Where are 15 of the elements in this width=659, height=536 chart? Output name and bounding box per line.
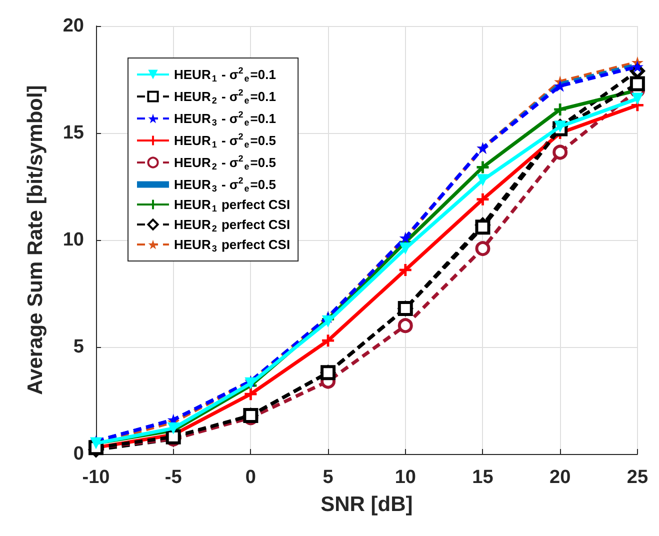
y-tick-label: 5 (73, 336, 84, 358)
x-tick-label: 5 (322, 467, 334, 488)
y-tick-label: 20 (62, 16, 84, 36)
y-tick-label: 10 (62, 230, 84, 250)
y-axis-title: Average Sum Rate [bit/symbol] (24, 85, 47, 395)
x-tick-label: -10 (82, 467, 110, 488)
x-tick-label: 20 (550, 467, 571, 488)
x-tick-label: 15 (472, 467, 494, 488)
x-tick-label: 0 (245, 467, 256, 488)
x-axis-title: SNR [dB] (320, 493, 413, 516)
x-tick-label: -5 (164, 467, 182, 488)
x-tick-label: 25 (626, 467, 648, 488)
y-tick-label: 0 (73, 444, 84, 464)
x-tick-label: 10 (394, 467, 416, 488)
y-tick-label: 15 (62, 122, 84, 144)
